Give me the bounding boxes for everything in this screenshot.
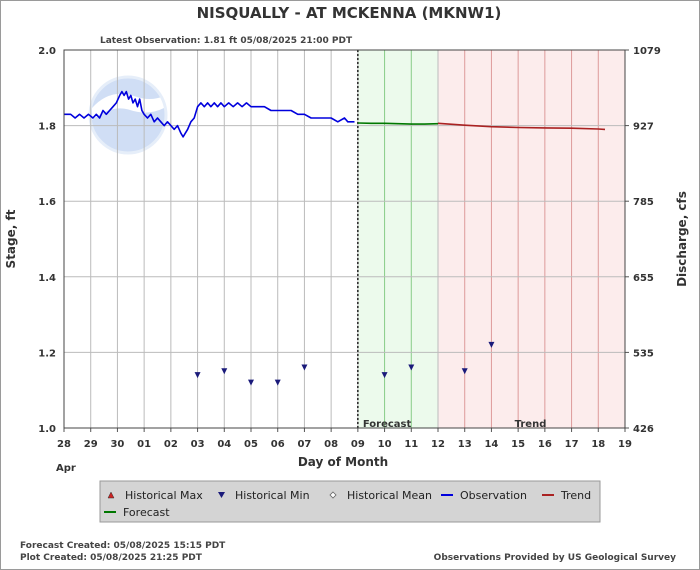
plot-border [63,49,626,429]
trend-region [438,50,625,428]
y-tick-label: 1.4 [38,273,56,284]
historical-min-marker [274,379,281,386]
x-tick-label: 11 [404,439,418,450]
y-tick-label: 1.0 [38,424,56,435]
grid [64,49,625,429]
data-credit: Observations Provided by US Geological S… [434,553,676,563]
x-tick-label: 19 [618,439,632,450]
y-tick-label: 1.8 [38,122,56,133]
y2-tick-label: 535 [633,348,654,359]
x-tick-label: 18 [591,439,605,450]
series-layer [64,90,606,386]
x-tick-label: 08 [324,439,338,450]
latest-observation: Latest Observation: 1.81 ft 05/08/2025 2… [100,36,353,46]
x-tick-label: 28 [57,439,71,450]
y2-tick-label: 785 [633,197,654,208]
plot-created: Plot Created: 05/08/2025 21:25 PDT [20,553,203,563]
historical-min-marker [221,368,228,375]
y2-tick-label: 426 [633,424,654,435]
forecast-created: Forecast Created: 05/08/2025 15:15 PDT [20,541,226,551]
y-tick-label: 1.2 [38,348,56,359]
noaa-watermark [88,75,168,155]
historical-min-marker [194,372,201,379]
series-observation-line [64,90,355,138]
historical-min-marker [488,341,495,348]
historical-min-marker [408,364,415,371]
x-axis-label: Day of Month [298,455,388,469]
region-markers: Forecast Trend [357,50,547,430]
x-tick-label: 09 [351,439,365,450]
legend-label-observation: Observation [460,489,527,502]
y2-axis-label: Discharge, cfs [675,191,689,287]
historical-min-marker [381,372,388,379]
x-tick-label: 30 [110,439,124,450]
plot-background [64,50,625,428]
historical-min-marker [301,364,308,371]
legend-swatch-historical-mean [329,491,337,499]
y2-tick-label: 927 [633,122,654,133]
legend-swatch-historical-min [218,492,225,498]
legend: Historical Max Historical Min Historical M… [99,480,601,523]
x-tick-label: 04 [217,439,231,450]
y-tick-label: 1.6 [38,197,56,208]
x-tick-label: 01 [137,439,151,450]
y2-tick-label: 655 [633,273,654,284]
chart-title: NISQUALLY - AT MCKENNA (MKNW1) [197,4,502,22]
y2-tick-label: 1079 [633,46,661,57]
x-tick-label: 15 [511,439,525,450]
legend-label-forecast: Forecast [123,506,170,519]
legend-label-historical-max: Historical Max [125,489,203,502]
x-tick-label: 12 [431,439,445,450]
legend-box [99,480,601,523]
x-tick-label: 14 [484,439,498,450]
x-tick-label: 06 [271,439,285,450]
x-tick-label: 02 [164,439,178,450]
axes: 28 29 30 01 02 03 04 05 06 07 08 09 10 11 12 13 14 15 16 17… [38,46,661,450]
historical-min-marker [461,368,468,375]
legend-swatch-historical-max [107,491,115,499]
forecast-region-label: Forecast [363,419,412,430]
legend-label-historical-mean: Historical Mean [347,489,432,502]
y-axis-label: Stage, ft [4,209,18,268]
x-tick-label: 03 [191,439,205,450]
x-tick-label: 16 [538,439,552,450]
y-tick-label: 2.0 [38,46,56,57]
legend-label-historical-min: Historical Min [235,489,310,502]
series-forecast-line [357,122,439,125]
forecast-region [357,50,438,428]
x-tick-label: 10 [378,439,392,450]
x-tick-label: 07 [297,439,311,450]
historical-min-marker [248,379,254,386]
x-tick-label: 05 [244,439,258,450]
trend-region-label: Trend [515,419,547,430]
month-label: Apr [56,463,76,474]
x-tick-label: 29 [84,439,98,450]
x-tick-label: 13 [458,439,472,450]
series-trend-line [437,122,606,131]
x-tick-label: 17 [565,439,579,450]
legend-label-trend: Trend [560,489,591,502]
